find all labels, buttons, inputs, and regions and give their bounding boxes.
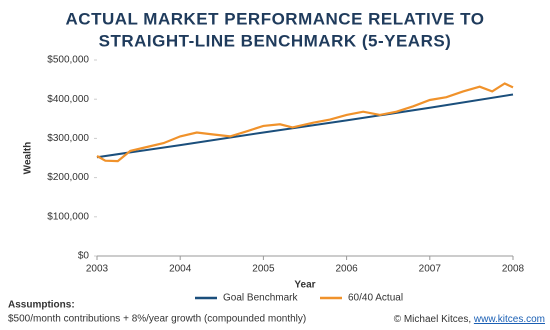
credit: © Michael Kitces, www.kitces.com [394,314,545,325]
credit-link[interactable]: www.kitces.com [473,314,545,325]
chart-title: STRAIGHT-LINE BENCHMARK (5-YEARS) [99,31,452,50]
x-tick-label: 2008 [502,264,525,275]
x-tick-label: 2003 [86,264,109,275]
x-tick-label: 2004 [169,264,192,275]
legend-label: Goal Benchmark [223,293,298,304]
credit-text: © Michael Kitces, [394,314,474,325]
series-line [96,93,514,159]
chart-title: ACTUAL MARKET PERFORMANCE RELATIVE TO [66,9,485,28]
y-axis-title: Wealth [23,142,34,175]
x-tick-label: 2006 [335,264,358,275]
y-tick-label: $300,000 [47,133,89,144]
y-tick-label: $100,000 [47,211,89,222]
y-tick-label: $200,000 [47,172,89,183]
y-tick-label: $0 [78,251,90,262]
series-line [96,82,514,163]
y-tick-label: $400,000 [47,94,89,105]
x-axis-title: Year [294,280,315,291]
x-tick-label: 2005 [252,264,275,275]
assumptions-title: Assumptions: [8,300,75,311]
x-tick-label: 2007 [419,264,442,275]
assumptions: $500/month contributions + 8%/year growt… [8,314,306,325]
legend-label: 60/40 Actual [348,293,403,304]
y-tick-label: $500,000 [47,55,89,66]
